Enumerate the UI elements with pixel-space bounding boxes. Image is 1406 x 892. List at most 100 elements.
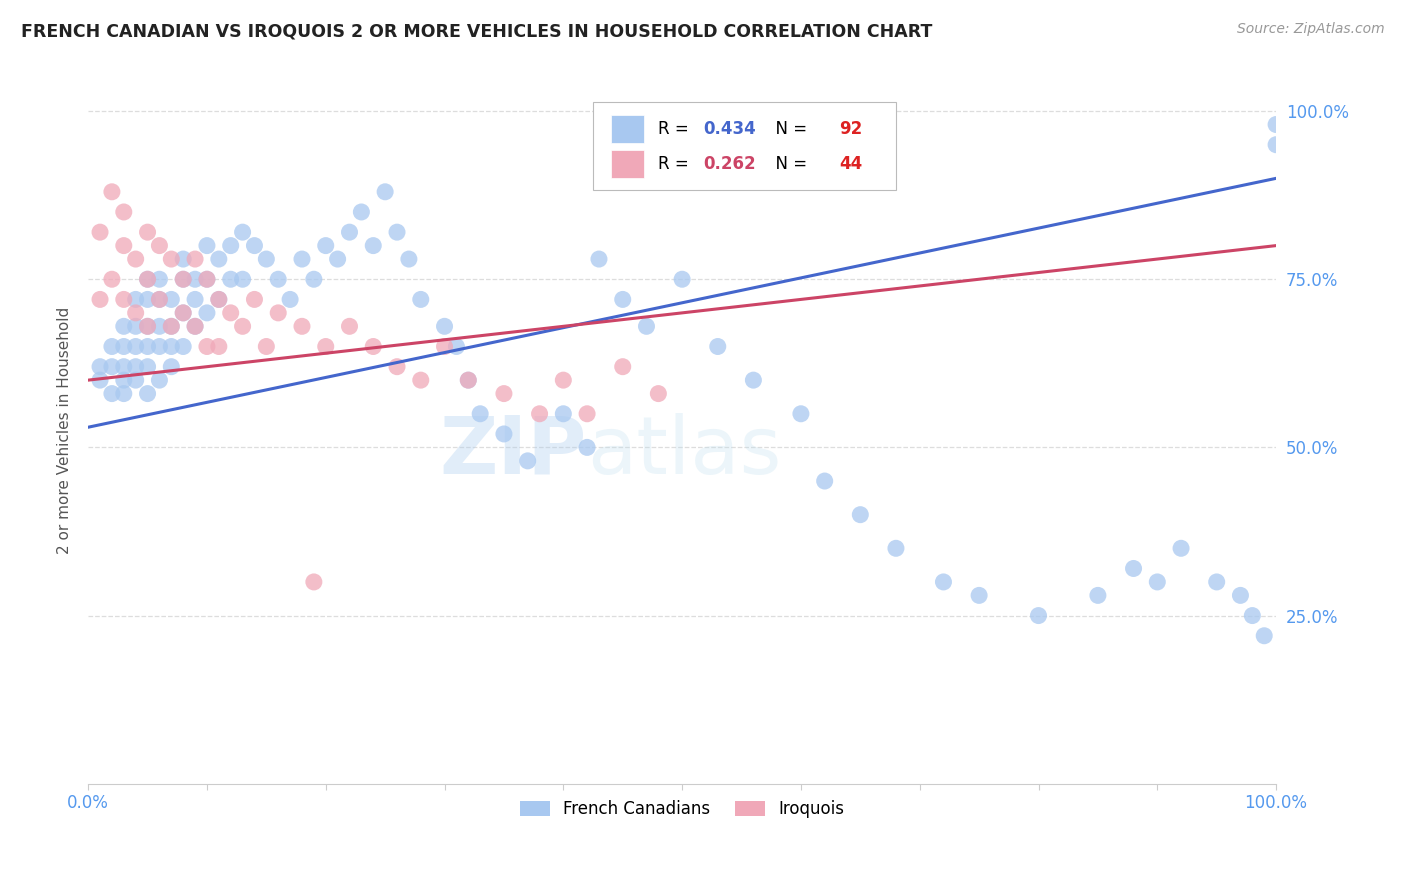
Point (291, 319, 314, 334)
Point (1229, 588, 1251, 602)
Point (1265, 118, 1288, 132)
Point (184, 252, 207, 266)
Point (172, 272, 194, 286)
Point (457, 373, 479, 387)
Point (195, 272, 218, 286)
Point (243, 293, 266, 307)
Point (112, 373, 135, 387)
Point (219, 238, 242, 252)
Point (1122, 561, 1144, 575)
Point (612, 293, 634, 307)
Point (849, 508, 872, 522)
Point (124, 359, 146, 374)
Text: atlas: atlas (588, 413, 782, 491)
Point (89, 359, 111, 374)
Text: N =: N = (765, 120, 813, 138)
Point (112, 359, 135, 374)
Point (148, 373, 170, 387)
Text: Source: ZipAtlas.com: Source: ZipAtlas.com (1237, 22, 1385, 37)
Point (254, 252, 277, 266)
Point (707, 339, 730, 353)
Point (208, 252, 231, 266)
Text: R =: R = (658, 120, 695, 138)
Point (671, 272, 693, 286)
Point (148, 293, 170, 307)
Point (172, 306, 194, 320)
Point (160, 359, 183, 374)
Point (124, 319, 146, 334)
Point (112, 339, 135, 353)
Point (350, 205, 373, 219)
Point (195, 238, 218, 252)
Point (89, 373, 111, 387)
Point (219, 272, 242, 286)
Point (457, 373, 479, 387)
Point (433, 339, 456, 353)
Point (195, 339, 218, 353)
Point (636, 319, 658, 334)
Point (136, 319, 159, 334)
Point (232, 319, 254, 334)
Point (1028, 608, 1050, 623)
Point (1146, 574, 1168, 589)
Point (647, 386, 669, 401)
Point (101, 272, 124, 286)
Text: ZIP: ZIP (440, 413, 588, 491)
Point (315, 339, 337, 353)
Point (136, 272, 159, 286)
Point (267, 272, 290, 286)
Point (148, 238, 170, 252)
Point (291, 252, 314, 266)
Text: 92: 92 (839, 120, 862, 138)
Point (160, 339, 183, 353)
Point (136, 339, 159, 353)
Point (398, 252, 420, 266)
Point (1170, 541, 1192, 556)
Point (89, 225, 111, 239)
Point (195, 306, 218, 320)
Point (172, 306, 194, 320)
Point (553, 407, 575, 421)
Point (409, 293, 432, 307)
FancyBboxPatch shape (593, 103, 896, 191)
Point (492, 426, 515, 441)
Point (148, 319, 170, 334)
Point (124, 293, 146, 307)
Point (101, 185, 124, 199)
Point (172, 272, 194, 286)
Point (553, 373, 575, 387)
Point (612, 359, 634, 374)
Point (184, 293, 207, 307)
Point (576, 407, 599, 421)
Point (160, 319, 183, 334)
Point (112, 238, 135, 252)
Point (232, 272, 254, 286)
Text: 0.434: 0.434 (703, 120, 756, 138)
Point (302, 574, 325, 589)
Point (160, 293, 183, 307)
Point (385, 359, 408, 374)
Legend: French Canadians, Iroquois: French Canadians, Iroquois (513, 794, 851, 825)
Text: N =: N = (765, 155, 813, 173)
Point (148, 272, 170, 286)
Point (195, 272, 218, 286)
Point (136, 272, 159, 286)
Point (742, 373, 765, 387)
Point (208, 293, 231, 307)
Point (208, 293, 231, 307)
Bar (610, 115, 644, 143)
Point (124, 339, 146, 353)
Point (112, 293, 135, 307)
Point (1265, 137, 1288, 152)
Point (326, 252, 349, 266)
Point (302, 272, 325, 286)
Point (884, 541, 907, 556)
Point (315, 238, 337, 252)
Point (124, 373, 146, 387)
Point (1205, 574, 1227, 589)
Point (243, 238, 266, 252)
Point (112, 386, 135, 401)
Point (446, 339, 468, 353)
Point (1087, 588, 1109, 602)
Point (148, 293, 170, 307)
